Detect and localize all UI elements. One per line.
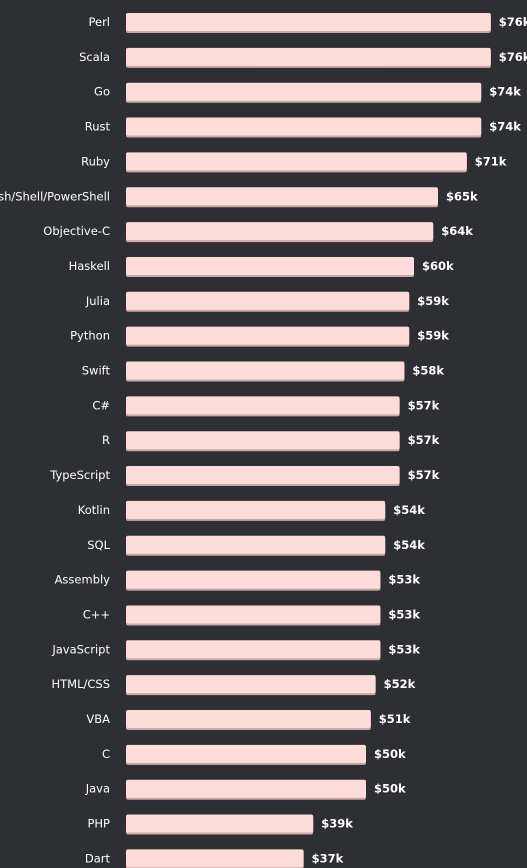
value-label: $54k (393, 503, 425, 517)
value-label: $50k (374, 782, 406, 796)
value-label: $64k (441, 224, 473, 238)
bar (126, 500, 386, 519)
bar (126, 326, 410, 345)
value-label: $74k (489, 85, 521, 99)
bar (126, 605, 381, 624)
bar (126, 13, 491, 31)
bar (126, 82, 482, 101)
value-label: $65k (446, 189, 478, 203)
category-label: Dart (85, 851, 111, 865)
bar (126, 256, 414, 275)
bar (126, 361, 405, 380)
value-label: $39k (321, 817, 353, 831)
category-label: SQL (87, 538, 110, 552)
category-label: JavaScript (51, 642, 110, 656)
value-label: $51k (379, 712, 411, 726)
value-label: $71k (475, 154, 507, 168)
bars-group: Perl $76k Scala $76k Go $74k Rust $74k Ruby $71k B… (0, 13, 527, 868)
category-label: Scala (79, 50, 110, 64)
category-label: Julia (85, 294, 110, 308)
bar (126, 675, 376, 694)
value-label: $57k (408, 468, 440, 482)
category-label: VBA (86, 712, 110, 726)
bar (126, 431, 400, 450)
value-label: $58k (412, 364, 444, 378)
bar (126, 187, 438, 206)
bar (126, 814, 314, 833)
value-label: $59k (417, 329, 449, 343)
value-label: $53k (388, 642, 420, 656)
category-label: Java (85, 782, 110, 796)
category-label: Rust (85, 120, 111, 134)
category-label: Bash/Shell/PowerShell (0, 189, 110, 203)
value-label: $57k (408, 433, 440, 447)
bar (126, 744, 366, 763)
category-label: TypeScript (49, 468, 110, 482)
category-label: Perl (88, 15, 110, 29)
category-label: Ruby (81, 154, 110, 168)
value-label: $54k (393, 538, 425, 552)
value-label: $37k (312, 851, 344, 865)
value-label: $60k (422, 259, 454, 273)
category-label: Go (94, 85, 110, 99)
value-label: $50k (374, 747, 406, 761)
bar (126, 47, 491, 66)
bar (126, 152, 467, 171)
category-label: C# (92, 398, 110, 412)
category-label: Assembly (55, 573, 111, 587)
bar (126, 117, 482, 136)
category-label: Kotlin (78, 503, 110, 517)
bar (126, 640, 381, 659)
category-label: C (102, 747, 110, 761)
bar (126, 570, 381, 589)
category-label: HTML/CSS (51, 677, 110, 691)
category-label: Swift (82, 364, 111, 378)
value-label: $57k (408, 398, 440, 412)
category-label: C++ (83, 607, 110, 621)
value-label: $59k (417, 294, 449, 308)
category-label: Objective-C (43, 224, 110, 238)
bar (126, 222, 434, 241)
bar (126, 710, 371, 728)
bar (126, 779, 366, 798)
bar (126, 535, 386, 554)
value-label: $76k (499, 15, 527, 29)
category-label: PHP (87, 817, 110, 831)
bar (126, 849, 304, 868)
bar (126, 396, 400, 415)
value-label: $76k (499, 50, 527, 64)
bar (126, 466, 400, 485)
category-label: Haskell (69, 259, 110, 273)
bar (126, 291, 410, 310)
category-label: R (102, 433, 110, 447)
value-label: $53k (388, 573, 420, 587)
value-label: $53k (388, 607, 420, 621)
value-label: $74k (489, 120, 521, 134)
value-label: $52k (384, 677, 416, 691)
category-label: Python (70, 329, 110, 343)
